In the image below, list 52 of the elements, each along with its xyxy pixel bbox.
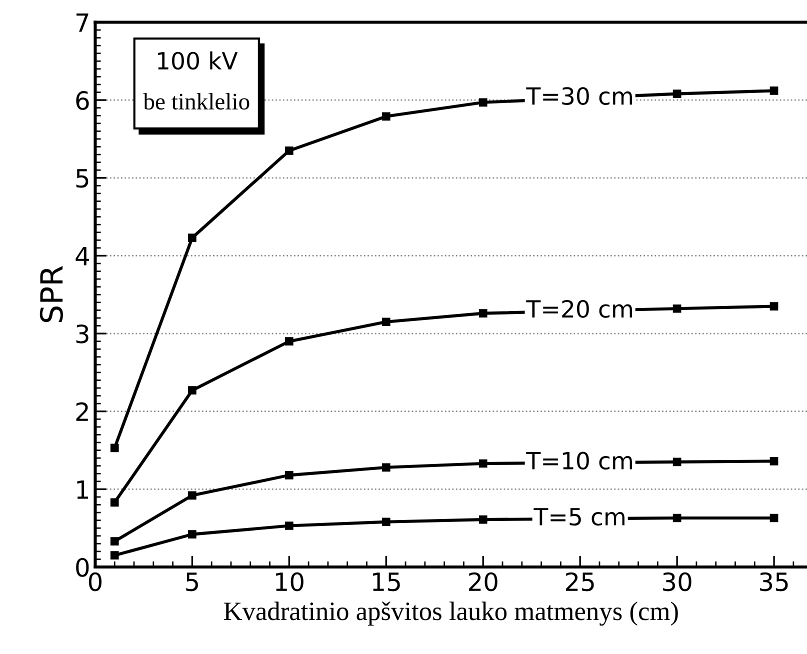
point: [285, 146, 294, 155]
y-tick-label: 3: [76, 324, 88, 344]
point: [110, 498, 119, 507]
x-tick-label: 30: [663, 572, 692, 592]
series-label: T=10 cm: [526, 452, 632, 470]
x-tick-label: 15: [372, 572, 400, 592]
y-tick-label: 6: [76, 91, 89, 110]
series-label: T=5 cm: [534, 508, 624, 526]
point: [672, 458, 682, 466]
y-tick-label: 4: [76, 246, 89, 266]
series-label: T=30 cm: [526, 87, 632, 105]
y-tick-label: 1: [77, 480, 88, 499]
point: [285, 471, 294, 480]
x-axis-title: Kvadratinio apšvitos lauko matmenys (cm): [224, 602, 678, 626]
x-tick-label: 5: [186, 572, 198, 592]
point: [770, 86, 778, 95]
point: [478, 515, 488, 524]
annotation: 100 kV: [158, 51, 238, 70]
point: [188, 491, 196, 500]
x-tick-label: 20: [469, 572, 498, 592]
x-tick-label: 0: [88, 572, 102, 592]
y-tick-label: 5: [76, 169, 88, 188]
point: [188, 386, 196, 395]
point: [672, 90, 682, 98]
point: [770, 514, 778, 522]
point: [110, 551, 119, 560]
x-tick-label: 35: [760, 572, 788, 592]
y-tick-label: 7: [76, 14, 88, 32]
point: [672, 514, 682, 522]
point: [285, 522, 294, 530]
point: [478, 459, 488, 468]
series-label: T=20 cm: [526, 300, 632, 318]
y-tick-label: 0: [76, 558, 89, 577]
point: [770, 302, 778, 310]
point: [382, 318, 390, 326]
point: [382, 518, 390, 526]
x-tick-label: 25: [566, 572, 594, 592]
point: [110, 537, 119, 546]
point: [672, 304, 682, 313]
point: [285, 337, 294, 346]
point: [770, 457, 778, 466]
x-tick-label: 10: [276, 572, 304, 592]
point: [382, 463, 390, 472]
annotation: be tinklelio: [143, 92, 250, 110]
y-tick-label: 2: [76, 402, 88, 421]
point: [188, 234, 196, 242]
point: [478, 309, 488, 318]
point: [478, 98, 488, 107]
point: [110, 444, 119, 452]
y-axis-title: SPR: [40, 266, 63, 322]
point: [382, 112, 390, 121]
point: [188, 530, 196, 538]
